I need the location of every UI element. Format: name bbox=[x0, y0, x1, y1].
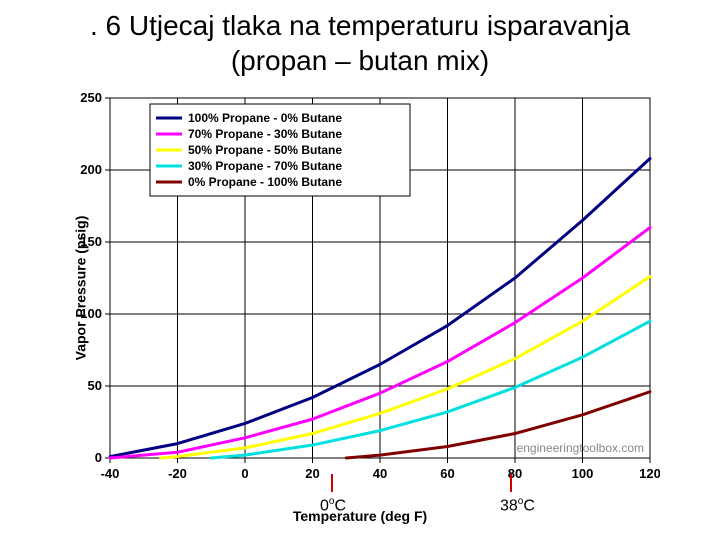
svg-text:200: 200 bbox=[80, 162, 102, 177]
svg-text:50% Propane - 50% Butane: 50% Propane - 50% Butane bbox=[188, 143, 342, 157]
svg-text:250: 250 bbox=[80, 90, 102, 105]
svg-text:30% Propane - 70% Butane: 30% Propane - 70% Butane bbox=[188, 159, 342, 173]
svg-text:120: 120 bbox=[639, 466, 660, 481]
marker-38c-tick bbox=[510, 474, 512, 492]
svg-text:0: 0 bbox=[241, 466, 248, 481]
svg-text:60: 60 bbox=[440, 466, 454, 481]
svg-text:-40: -40 bbox=[101, 466, 120, 481]
svg-text:0: 0 bbox=[95, 450, 102, 465]
x-axis-label: Temperature (deg F) bbox=[293, 508, 427, 524]
svg-text:50: 50 bbox=[88, 378, 102, 393]
svg-text:100: 100 bbox=[572, 466, 594, 481]
title-line-1: . 6 Utjecaj tlaka na temperaturu isparav… bbox=[90, 10, 630, 41]
svg-text:70% Propane - 30% Butane: 70% Propane - 30% Butane bbox=[188, 127, 342, 141]
svg-text:-20: -20 bbox=[168, 466, 187, 481]
marker-0c-tick bbox=[331, 474, 333, 492]
svg-text:20: 20 bbox=[305, 466, 319, 481]
annotation-38c: 38oC bbox=[500, 496, 535, 515]
svg-text:0% Propane - 100% Butane: 0% Propane - 100% Butane bbox=[188, 175, 342, 189]
chart-svg: -40-20020406080100120050100150200250100%… bbox=[60, 88, 660, 488]
annotation-0c: 0oC bbox=[320, 496, 346, 515]
title-line-2: (propan – butan mix) bbox=[231, 45, 489, 76]
svg-text:40: 40 bbox=[373, 466, 387, 481]
svg-text:100% Propane - 0% Butane: 100% Propane - 0% Butane bbox=[188, 111, 342, 125]
slide-title: . 6 Utjecaj tlaka na temperaturu isparav… bbox=[0, 8, 720, 78]
svg-text:engineeringtoolbox.com: engineeringtoolbox.com bbox=[517, 441, 644, 455]
vapor-pressure-chart: Vapor Pressure (psig) -40-20020406080100… bbox=[60, 88, 660, 488]
y-axis-label: Vapor Pressure (psig) bbox=[72, 216, 88, 361]
